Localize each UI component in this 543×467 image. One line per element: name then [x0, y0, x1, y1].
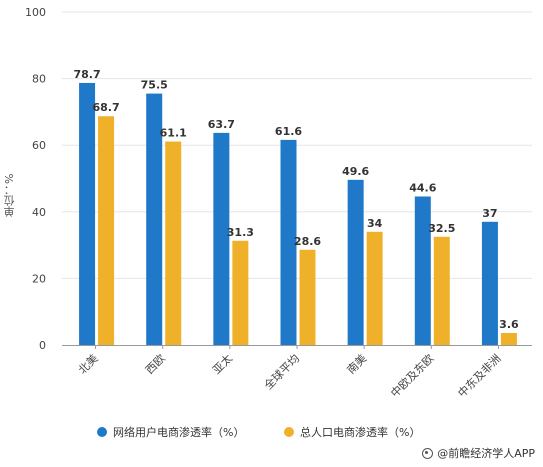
- y-tick-label: 100: [25, 6, 46, 19]
- series-2-marker-icon: [284, 427, 294, 437]
- bar-series-1: [146, 93, 163, 346]
- data-label: 68.7: [93, 101, 120, 114]
- x-tick-label: 中欧及东欧: [388, 352, 436, 400]
- legend-label-series-1: 网络用户电商渗透率（%）: [113, 426, 245, 439]
- bar-series-1: [79, 82, 96, 345]
- source-credit: @前瞻经济学人APP: [422, 446, 535, 462]
- y-tick-label: 60: [32, 139, 46, 152]
- data-label: 61.1: [160, 127, 187, 140]
- data-label: 34: [367, 217, 383, 230]
- bar-series-1: [280, 139, 297, 345]
- bar-series-1: [414, 196, 431, 345]
- bar-series-2: [98, 116, 115, 345]
- legend-label-series-2: 总人口电商渗透率（%）: [300, 426, 421, 439]
- y-tick-label: 0: [39, 339, 46, 352]
- x-tick-label: 北美: [76, 352, 101, 377]
- series-1-marker-icon: [97, 427, 107, 437]
- bar-series-1: [481, 221, 498, 345]
- x-tick-label: 南美: [345, 352, 370, 377]
- data-label: 3.6: [499, 318, 519, 331]
- x-tick-label: 亚太: [210, 352, 235, 377]
- bar-series-2: [500, 333, 517, 345]
- data-label: 49.6: [342, 165, 369, 178]
- legend-item-series-2[interactable]: 总人口电商渗透率（%）: [284, 424, 420, 442]
- bar-series-2: [232, 240, 249, 345]
- data-label: 28.6: [294, 235, 321, 248]
- bar-series-2: [433, 236, 450, 345]
- y-tick-label: 20: [32, 272, 46, 285]
- data-label: 63.7: [208, 118, 235, 131]
- y-tick-label: 80: [32, 73, 46, 86]
- x-tick-label: 中东及非洲: [455, 352, 503, 400]
- bar-series-2: [366, 231, 383, 345]
- legend: 网络用户电商渗透率（%） 总人口电商渗透率（%）: [97, 424, 457, 442]
- bar-series-2: [165, 141, 182, 345]
- data-label: 78.7: [74, 68, 101, 81]
- data-label: 32.5: [428, 222, 455, 235]
- y-axis-label: 单位：%: [3, 173, 16, 217]
- camera-icon: [422, 447, 434, 459]
- data-label: 75.5: [141, 79, 168, 92]
- bar-series-1: [213, 132, 230, 345]
- data-label: 37: [482, 207, 497, 220]
- y-tick-label: 40: [32, 206, 46, 219]
- data-label: 61.6: [275, 125, 302, 138]
- bar-series-1: [347, 179, 364, 345]
- x-tick-label: 西欧: [143, 352, 168, 377]
- credit-text: @前瞻经济学人APP: [437, 447, 535, 460]
- data-label: 44.6: [409, 181, 436, 194]
- legend-item-series-1[interactable]: 网络用户电商渗透率（%）: [97, 424, 244, 442]
- bar-series-2: [299, 249, 316, 345]
- data-label: 31.3: [227, 226, 254, 239]
- x-tick-label: 全球平均: [261, 351, 302, 392]
